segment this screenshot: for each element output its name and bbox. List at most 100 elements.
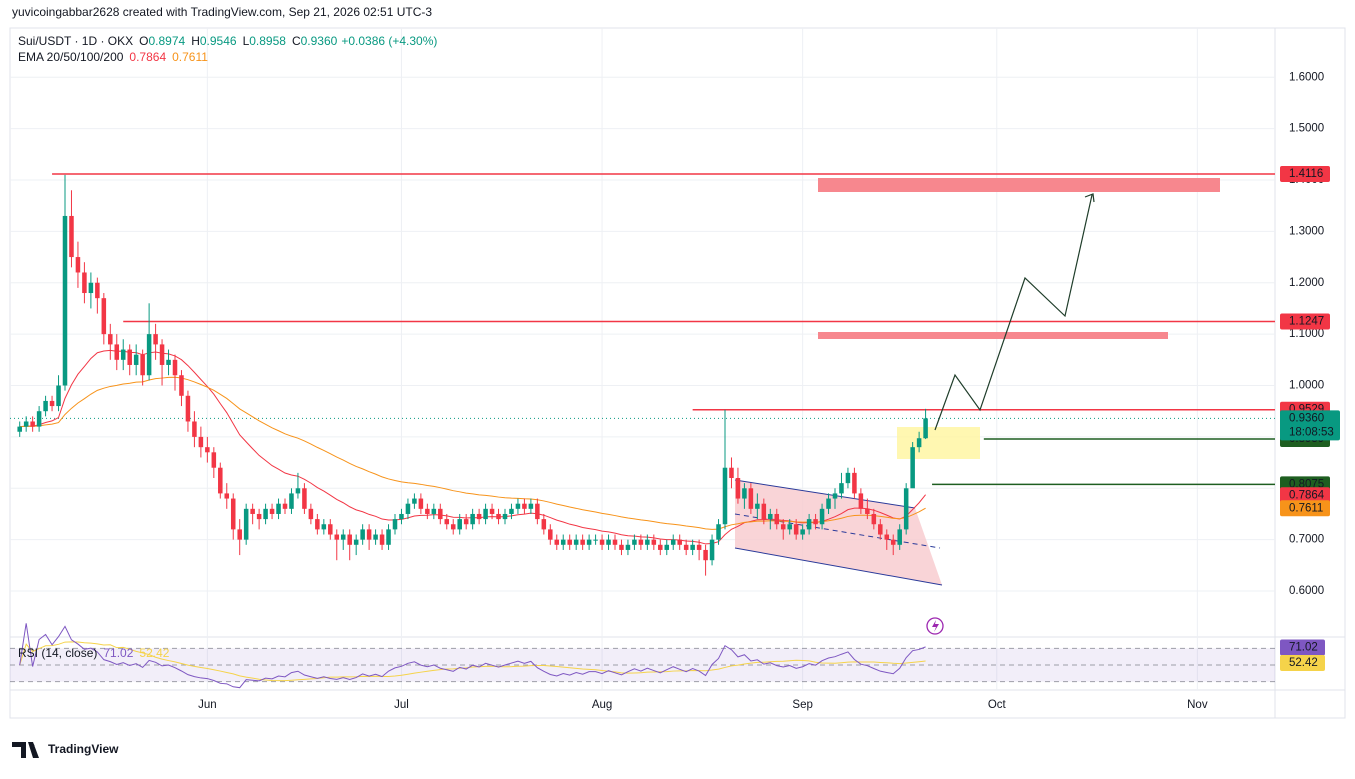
legend-text: L [243, 34, 250, 48]
resistance-zone [818, 178, 1220, 192]
y-tick-label: 1.0000 [1289, 380, 1324, 392]
candle-body [450, 524, 456, 530]
candle-body [489, 508, 495, 514]
candle-body [638, 539, 644, 545]
candle-body [761, 503, 767, 520]
y-tick-label: 1.1000 [1289, 328, 1324, 340]
candle-body [69, 215, 74, 258]
candle-body [315, 519, 320, 530]
candle-body [703, 549, 708, 561]
candle-body [658, 544, 663, 550]
candle-body [670, 539, 676, 545]
candle-body [528, 503, 534, 509]
candle-body [23, 421, 29, 427]
y-tick-label: 1.5000 [1289, 123, 1324, 135]
price-label-bg [1280, 500, 1330, 517]
candle-body [632, 539, 637, 545]
candle-body [302, 488, 307, 509]
y-tick-label: 0.7000 [1289, 534, 1324, 546]
candle-body [483, 508, 488, 520]
candle-body [230, 498, 236, 530]
legend-text: H [191, 34, 200, 48]
candle-body [418, 498, 424, 509]
candle-body [502, 513, 508, 520]
candle-body [295, 488, 301, 494]
resistance-zone [818, 332, 1168, 339]
candle-body [865, 508, 870, 514]
candle-body [444, 519, 450, 525]
x-tick-label: Oct [988, 699, 1007, 711]
candle-body [496, 513, 501, 520]
candle-body [470, 513, 475, 525]
legend-text: 0.7611 [172, 50, 208, 64]
price-label-bg [1280, 313, 1330, 330]
candle-body [903, 488, 909, 530]
candle-body [878, 524, 883, 535]
x-tick-label: Sep [792, 699, 812, 711]
candle-body [625, 544, 631, 550]
projection-path [934, 194, 1093, 431]
x-tick-label: Nov [1187, 699, 1208, 711]
event-icon[interactable] [926, 617, 944, 635]
candle-body [237, 529, 242, 540]
candle-body [328, 524, 333, 535]
candle-body [438, 508, 443, 520]
candle-body [133, 354, 139, 365]
candle-body [580, 539, 585, 545]
candle-body [140, 354, 145, 376]
candle-body [192, 421, 197, 437]
candle-body [593, 539, 598, 541]
projection-arrow [1084, 193, 1095, 203]
candle-body [205, 447, 210, 453]
candle-body [619, 544, 624, 550]
candle-body [425, 508, 430, 514]
legend-text: O [139, 34, 148, 48]
candle-body [373, 534, 378, 540]
channel [735, 480, 942, 585]
frame [9, 27, 1346, 719]
candle-body [709, 539, 715, 561]
candle-body [664, 544, 670, 550]
channel-mid [734, 513, 941, 549]
candle-body [716, 524, 721, 540]
x-tick-label: Aug [592, 699, 612, 711]
candle-body [366, 529, 372, 540]
candle-body [250, 508, 255, 514]
ema-legend: EMA 20/50/100/200 0.7864 0.7611 [18, 50, 208, 64]
x-tick-label: Jun [198, 699, 217, 711]
price-label-bg [1280, 166, 1330, 183]
breakout-zone [897, 427, 980, 459]
legend-text: 0.8974 [148, 34, 185, 48]
candle-body [586, 539, 592, 545]
price-label: 1.4116 [1289, 168, 1323, 180]
candle-body [871, 513, 877, 525]
candle-body [386, 529, 391, 545]
candle-body [612, 539, 618, 545]
legend-text: 0.9360 [301, 34, 338, 48]
legend-text: 71.02 [103, 646, 133, 660]
candle-body [146, 334, 152, 376]
candle-body [768, 513, 773, 520]
candle-body [159, 344, 165, 365]
ohlc-legend: Sui/USDT · 1D · OKX O0.8974 H0.9546 L0.8958… [18, 34, 437, 48]
logo-dot [29, 743, 35, 749]
legend-text: 52.42 [139, 646, 169, 660]
rsi-label-bg [1280, 639, 1325, 656]
legend-text: +0.0386 (+4.30%) [341, 34, 437, 48]
price-label: 0.7864 [1289, 489, 1325, 501]
rsi-legend: RSI (14, close) 71.02 52.42 [18, 646, 170, 660]
candle-body [554, 539, 560, 545]
candle-body [916, 438, 922, 448]
candle-body [755, 503, 760, 509]
y-tick-label: 1.2000 [1289, 277, 1324, 289]
legend-text: RSI (14, close) [18, 646, 97, 660]
candle-body [82, 272, 87, 294]
countdown: 18:08:53 [1289, 426, 1334, 438]
candle-body [813, 519, 818, 525]
candle-body [179, 375, 184, 396]
candle-body [379, 534, 385, 545]
candle-body [43, 400, 48, 412]
candle-body [852, 472, 857, 494]
candle-body [541, 519, 547, 530]
